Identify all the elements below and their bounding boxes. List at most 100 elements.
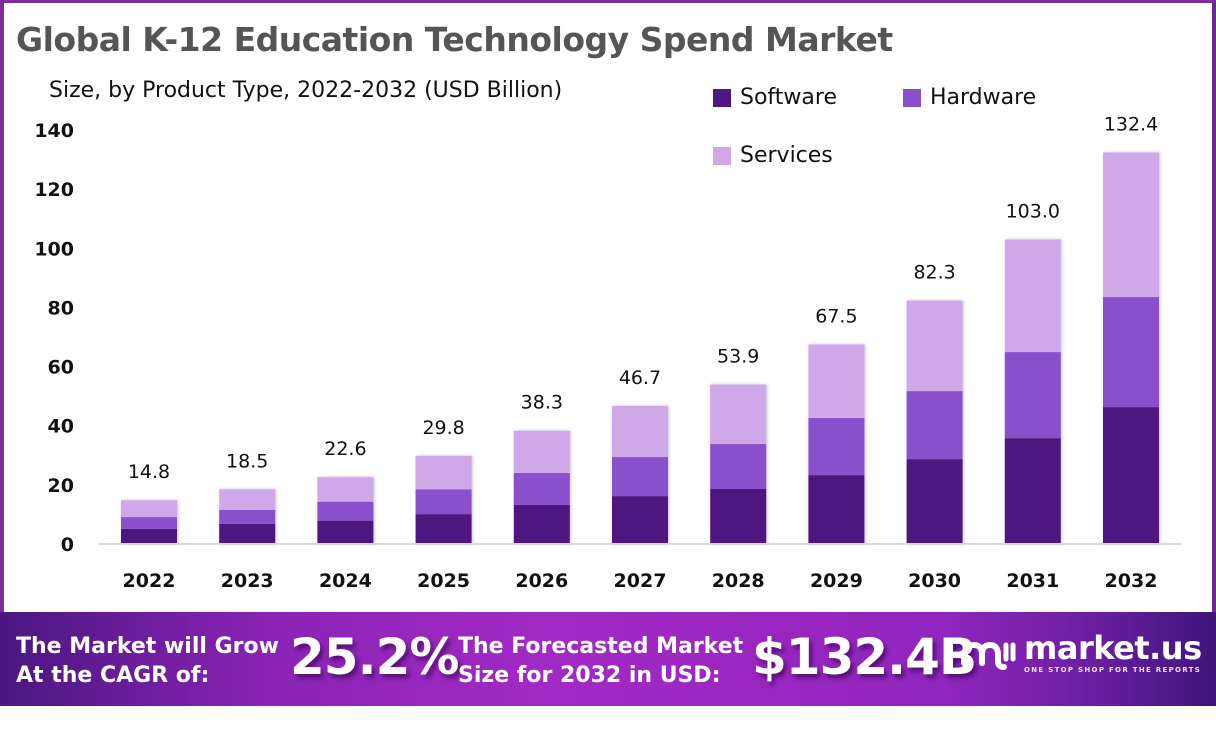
cagr-text-line2: At the CAGR of: xyxy=(16,663,210,688)
total-labels: 14.8 18.5 22.6 29.8 38.3 46.7 53.9 67.5 82.3 103.… xyxy=(128,113,1158,483)
market-us-logo-icon xyxy=(961,641,1016,670)
x-tick-label: 2026 xyxy=(515,570,568,592)
cagr-value: 25.2% xyxy=(290,628,459,686)
cagr-text: The Market will Grow At the CAGR of: xyxy=(16,632,279,690)
bar-segment-services-2022 xyxy=(121,500,177,518)
chart-title: Global K-12 Education Technology Spend M… xyxy=(16,20,893,59)
bar-segment-software-2025 xyxy=(415,514,472,544)
bar-segment-services-2024 xyxy=(317,477,374,502)
x-tick-label: 2030 xyxy=(908,570,961,592)
bar-segment-hardware-2027 xyxy=(612,457,668,497)
bar-segment-software-2031 xyxy=(1004,438,1061,544)
y-tick-label: 0 xyxy=(61,534,74,556)
bars xyxy=(121,152,1159,544)
total-data-label: 46.7 xyxy=(619,367,661,389)
bar-segment-hardware-2028 xyxy=(710,444,767,489)
bar-segment-services-2026 xyxy=(513,430,570,474)
bar-segment-software-2028 xyxy=(710,488,767,544)
bar-segment-services-2031 xyxy=(1004,239,1061,353)
bar-stack-2032 xyxy=(1103,152,1159,544)
forecast-text-line2: Size for 2032 in USD: xyxy=(458,663,721,688)
bar-stack-2028 xyxy=(710,384,767,544)
y-tick-label: 60 xyxy=(48,357,74,379)
total-data-label: 18.5 xyxy=(226,450,268,472)
x-tick-label: 2024 xyxy=(319,570,372,592)
total-data-label: 103.0 xyxy=(1006,200,1060,222)
legend-label-services: Services xyxy=(740,143,833,168)
total-data-label: 14.8 xyxy=(128,461,170,483)
bar-segment-services-2023 xyxy=(219,489,276,510)
x-tick-label: 2028 xyxy=(712,570,765,592)
bar-segment-software-2023 xyxy=(219,523,276,544)
total-data-label: 67.5 xyxy=(815,305,857,327)
bar-segment-hardware-2023 xyxy=(219,509,276,524)
bar-segment-hardware-2026 xyxy=(513,473,570,505)
bar-segment-software-2022 xyxy=(121,528,177,544)
forecast-text-line1: The Forecasted Market xyxy=(458,634,744,659)
bar-segment-hardware-2022 xyxy=(121,517,177,529)
legend-swatch-software xyxy=(713,88,731,107)
bar-segment-software-2027 xyxy=(612,496,668,544)
bar-segment-software-2030 xyxy=(906,459,963,544)
y-tick-label: 80 xyxy=(48,297,74,319)
bar-stack-2024 xyxy=(317,477,374,544)
x-tick-label: 2025 xyxy=(417,570,470,592)
x-axis: 2022 2023 2024 2025 2026 2027 2028 2029 2030 2031… xyxy=(123,570,1158,592)
y-tick-label: 40 xyxy=(48,416,74,438)
legend-swatch-services xyxy=(713,146,731,165)
legend-label-hardware: Hardware xyxy=(930,85,1037,110)
legend-label-software: Software xyxy=(740,85,837,110)
forecast-value: $132.4B xyxy=(752,628,977,686)
y-tick-label: 100 xyxy=(34,238,74,260)
bar-stack-2031 xyxy=(1004,239,1061,544)
bar-stack-2029 xyxy=(808,344,865,544)
bar-segment-services-2027 xyxy=(612,405,668,458)
x-tick-label: 2031 xyxy=(1006,570,1059,592)
bar-segment-software-2024 xyxy=(317,520,374,544)
total-data-label: 132.4 xyxy=(1104,113,1158,135)
bar-segment-hardware-2029 xyxy=(808,418,865,476)
bar-stack-2030 xyxy=(906,300,963,544)
total-data-label: 22.6 xyxy=(324,438,366,460)
total-data-label: 53.9 xyxy=(717,346,759,368)
bar-segment-hardware-2032 xyxy=(1103,297,1159,408)
x-tick-label: 2023 xyxy=(221,570,274,592)
legend-swatch-hardware xyxy=(903,88,921,107)
bar-segment-hardware-2031 xyxy=(1004,352,1061,439)
bar-segment-services-2032 xyxy=(1103,152,1159,298)
bar-stack-2027 xyxy=(612,405,668,544)
total-data-label: 29.8 xyxy=(422,417,464,439)
bar-stack-2025 xyxy=(415,455,472,544)
total-data-label: 82.3 xyxy=(913,262,955,284)
bar-segment-software-2029 xyxy=(808,475,865,544)
x-tick-label: 2032 xyxy=(1105,570,1158,592)
bar-segment-hardware-2030 xyxy=(906,391,963,460)
y-axis: 0 20 40 60 80 100 120 140 xyxy=(34,120,74,556)
legend-item-software: Software xyxy=(713,85,837,110)
bar-segment-software-2026 xyxy=(513,504,570,544)
bar-segment-services-2030 xyxy=(906,300,963,392)
x-tick-label: 2022 xyxy=(123,570,176,592)
bar-segment-software-2032 xyxy=(1103,407,1159,544)
bar-segment-hardware-2024 xyxy=(317,501,374,521)
bar-stack-2022 xyxy=(121,500,177,544)
total-data-label: 38.3 xyxy=(521,392,563,414)
logo-tagline: ONE STOP SHOP FOR THE REPORTS xyxy=(1024,666,1202,674)
x-tick-label: 2029 xyxy=(810,570,863,592)
bar-stack-2026 xyxy=(513,430,570,544)
y-tick-label: 140 xyxy=(34,120,74,142)
bar-segment-services-2028 xyxy=(710,384,767,445)
legend-item-services: Services xyxy=(713,143,833,168)
bar-stack-2023 xyxy=(219,489,276,544)
y-tick-label: 20 xyxy=(48,475,74,497)
y-tick-label: 120 xyxy=(34,179,74,201)
logo-text-block: market.us ONE STOP SHOP FOR THE REPORTS xyxy=(1024,632,1202,674)
logo-name: market.us xyxy=(1024,629,1202,667)
cagr-text-line1: The Market will Grow xyxy=(16,634,279,659)
chart-subtitle: Size, by Product Type, 2022-2032 (USD Bi… xyxy=(49,78,563,103)
forecast-text: The Forecasted Market Size for 2032 in U… xyxy=(458,632,743,690)
market-us-logo: market.us ONE STOP SHOP FOR THE REPORTS xyxy=(960,632,1202,674)
x-tick-label: 2027 xyxy=(614,570,667,592)
bar-segment-hardware-2025 xyxy=(415,489,472,515)
